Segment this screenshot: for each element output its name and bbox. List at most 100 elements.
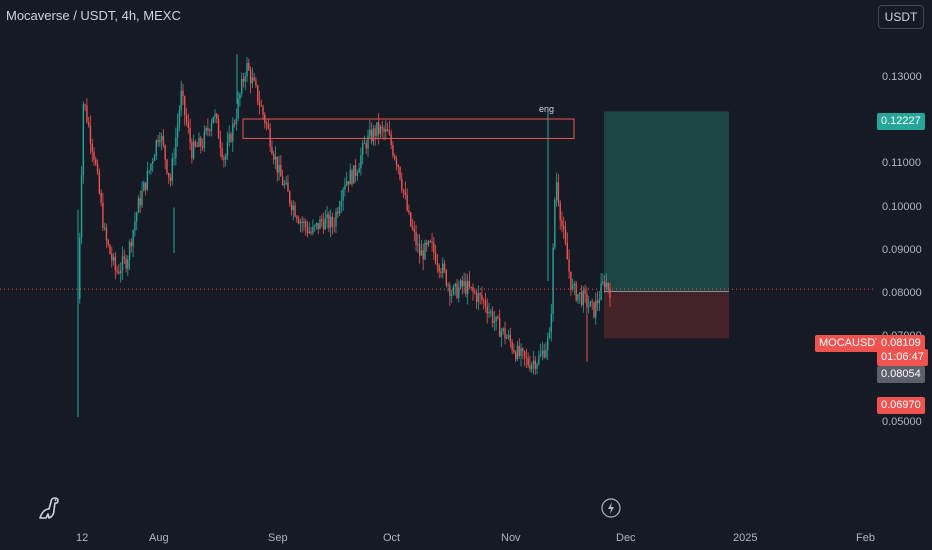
x-tick-label: 2025 — [733, 532, 758, 544]
candle-body — [586, 293, 588, 308]
candle-body — [504, 328, 506, 339]
candle-body — [518, 345, 520, 356]
candle-body — [502, 328, 504, 332]
candle-body — [548, 332, 551, 339]
candle-body — [269, 128, 271, 148]
candle-body — [532, 360, 535, 365]
candle-body — [388, 131, 391, 135]
candle-body — [79, 237, 81, 299]
candle-body — [242, 78, 245, 82]
take-profit-zone — [604, 111, 729, 292]
candle-body — [162, 136, 165, 146]
candle-body — [328, 214, 330, 228]
y-tick-label: 0.05000 — [882, 416, 922, 429]
candle-body — [200, 137, 202, 147]
candle-body — [408, 210, 410, 213]
candle-body — [598, 299, 601, 304]
candle-body — [249, 70, 252, 84]
candle-body — [349, 170, 351, 185]
candle-body — [196, 145, 198, 147]
candle-body — [157, 140, 159, 142]
candle-body — [563, 226, 565, 230]
candle-body — [198, 137, 200, 147]
candle-body — [481, 295, 483, 300]
candle-body — [377, 122, 380, 134]
candle-body — [595, 300, 597, 318]
candle-body — [557, 182, 560, 203]
lightning-bolt-icon[interactable] — [601, 498, 621, 518]
candle-body — [173, 157, 175, 159]
candle-body — [107, 240, 109, 245]
candle-body — [390, 134, 392, 146]
candle-body — [321, 219, 323, 222]
candle-body — [296, 216, 298, 220]
candle-body — [452, 286, 455, 295]
dinosaur-logo-icon[interactable] — [36, 493, 64, 521]
candle-body — [402, 189, 405, 192]
candle-body — [536, 363, 538, 369]
candle-body — [367, 135, 369, 149]
candle-body — [607, 283, 609, 290]
currency-button[interactable]: USDT — [878, 5, 924, 29]
candle-body — [226, 141, 229, 156]
candle-body — [192, 141, 195, 159]
candle-body — [415, 231, 417, 245]
candle-body — [292, 205, 294, 211]
candle-body — [529, 365, 531, 370]
candle-body — [120, 270, 122, 274]
candle-body — [429, 240, 431, 242]
candle-body — [102, 202, 104, 229]
candle-body — [207, 128, 209, 131]
candle-body — [338, 206, 341, 214]
candle-body — [461, 280, 464, 286]
y-tick-label: 0.09000 — [882, 243, 922, 256]
candle-body — [150, 163, 152, 171]
candle-body — [180, 90, 182, 111]
last-price-tag: 0.08109 — [877, 335, 925, 352]
candle-body — [251, 77, 254, 84]
candle-body — [395, 158, 398, 166]
entry-price-tag: 0.08054 — [877, 366, 925, 383]
chart-overlays — [0, 118, 876, 290]
candle-body — [591, 301, 593, 302]
candle-body — [538, 356, 540, 364]
x-tick-label: Sep — [268, 532, 288, 544]
candle-body — [347, 181, 350, 185]
candle-body — [324, 218, 327, 230]
candle-body — [420, 250, 423, 256]
candle-body — [493, 321, 496, 323]
candle-body — [232, 123, 234, 142]
candle-body — [176, 123, 179, 138]
candle-body — [345, 181, 348, 186]
candle-body — [184, 96, 186, 115]
candle-body — [379, 126, 382, 134]
candle-body — [114, 256, 117, 271]
target-price-tag: 0.12227 — [877, 113, 925, 130]
candle-body — [522, 348, 524, 352]
candle-body — [418, 243, 421, 256]
candle-body — [93, 151, 95, 160]
candle-body — [125, 258, 127, 269]
candle-body — [322, 221, 325, 230]
wick-annotation-label: eng — [539, 104, 555, 114]
candle-body — [463, 281, 465, 286]
candle-body — [205, 128, 207, 132]
candle-body — [579, 292, 581, 295]
stop-price-tag: 0.06970 — [877, 397, 925, 414]
candle-body — [144, 182, 147, 190]
candle-body — [239, 93, 241, 99]
candle-body — [326, 214, 328, 219]
candle-body — [541, 350, 544, 354]
candle-body — [109, 244, 111, 255]
candle-body — [399, 167, 401, 180]
candle-body — [527, 358, 529, 366]
candle-body — [146, 171, 149, 190]
candle-body — [424, 242, 426, 260]
candle-body — [401, 179, 403, 190]
y-tick-label: 0.10000 — [882, 200, 922, 213]
stop-loss-zone — [604, 291, 729, 339]
candle-body — [360, 155, 362, 169]
candle-body — [118, 271, 120, 274]
candle-body — [525, 356, 528, 359]
